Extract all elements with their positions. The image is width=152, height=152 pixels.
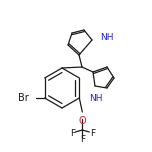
Text: F: F (70, 128, 75, 138)
Text: Br: Br (18, 93, 29, 103)
Text: O: O (79, 116, 86, 126)
Text: NH: NH (100, 33, 114, 43)
Text: F: F (90, 128, 95, 138)
Text: NH: NH (89, 94, 103, 103)
Text: F: F (80, 135, 85, 145)
